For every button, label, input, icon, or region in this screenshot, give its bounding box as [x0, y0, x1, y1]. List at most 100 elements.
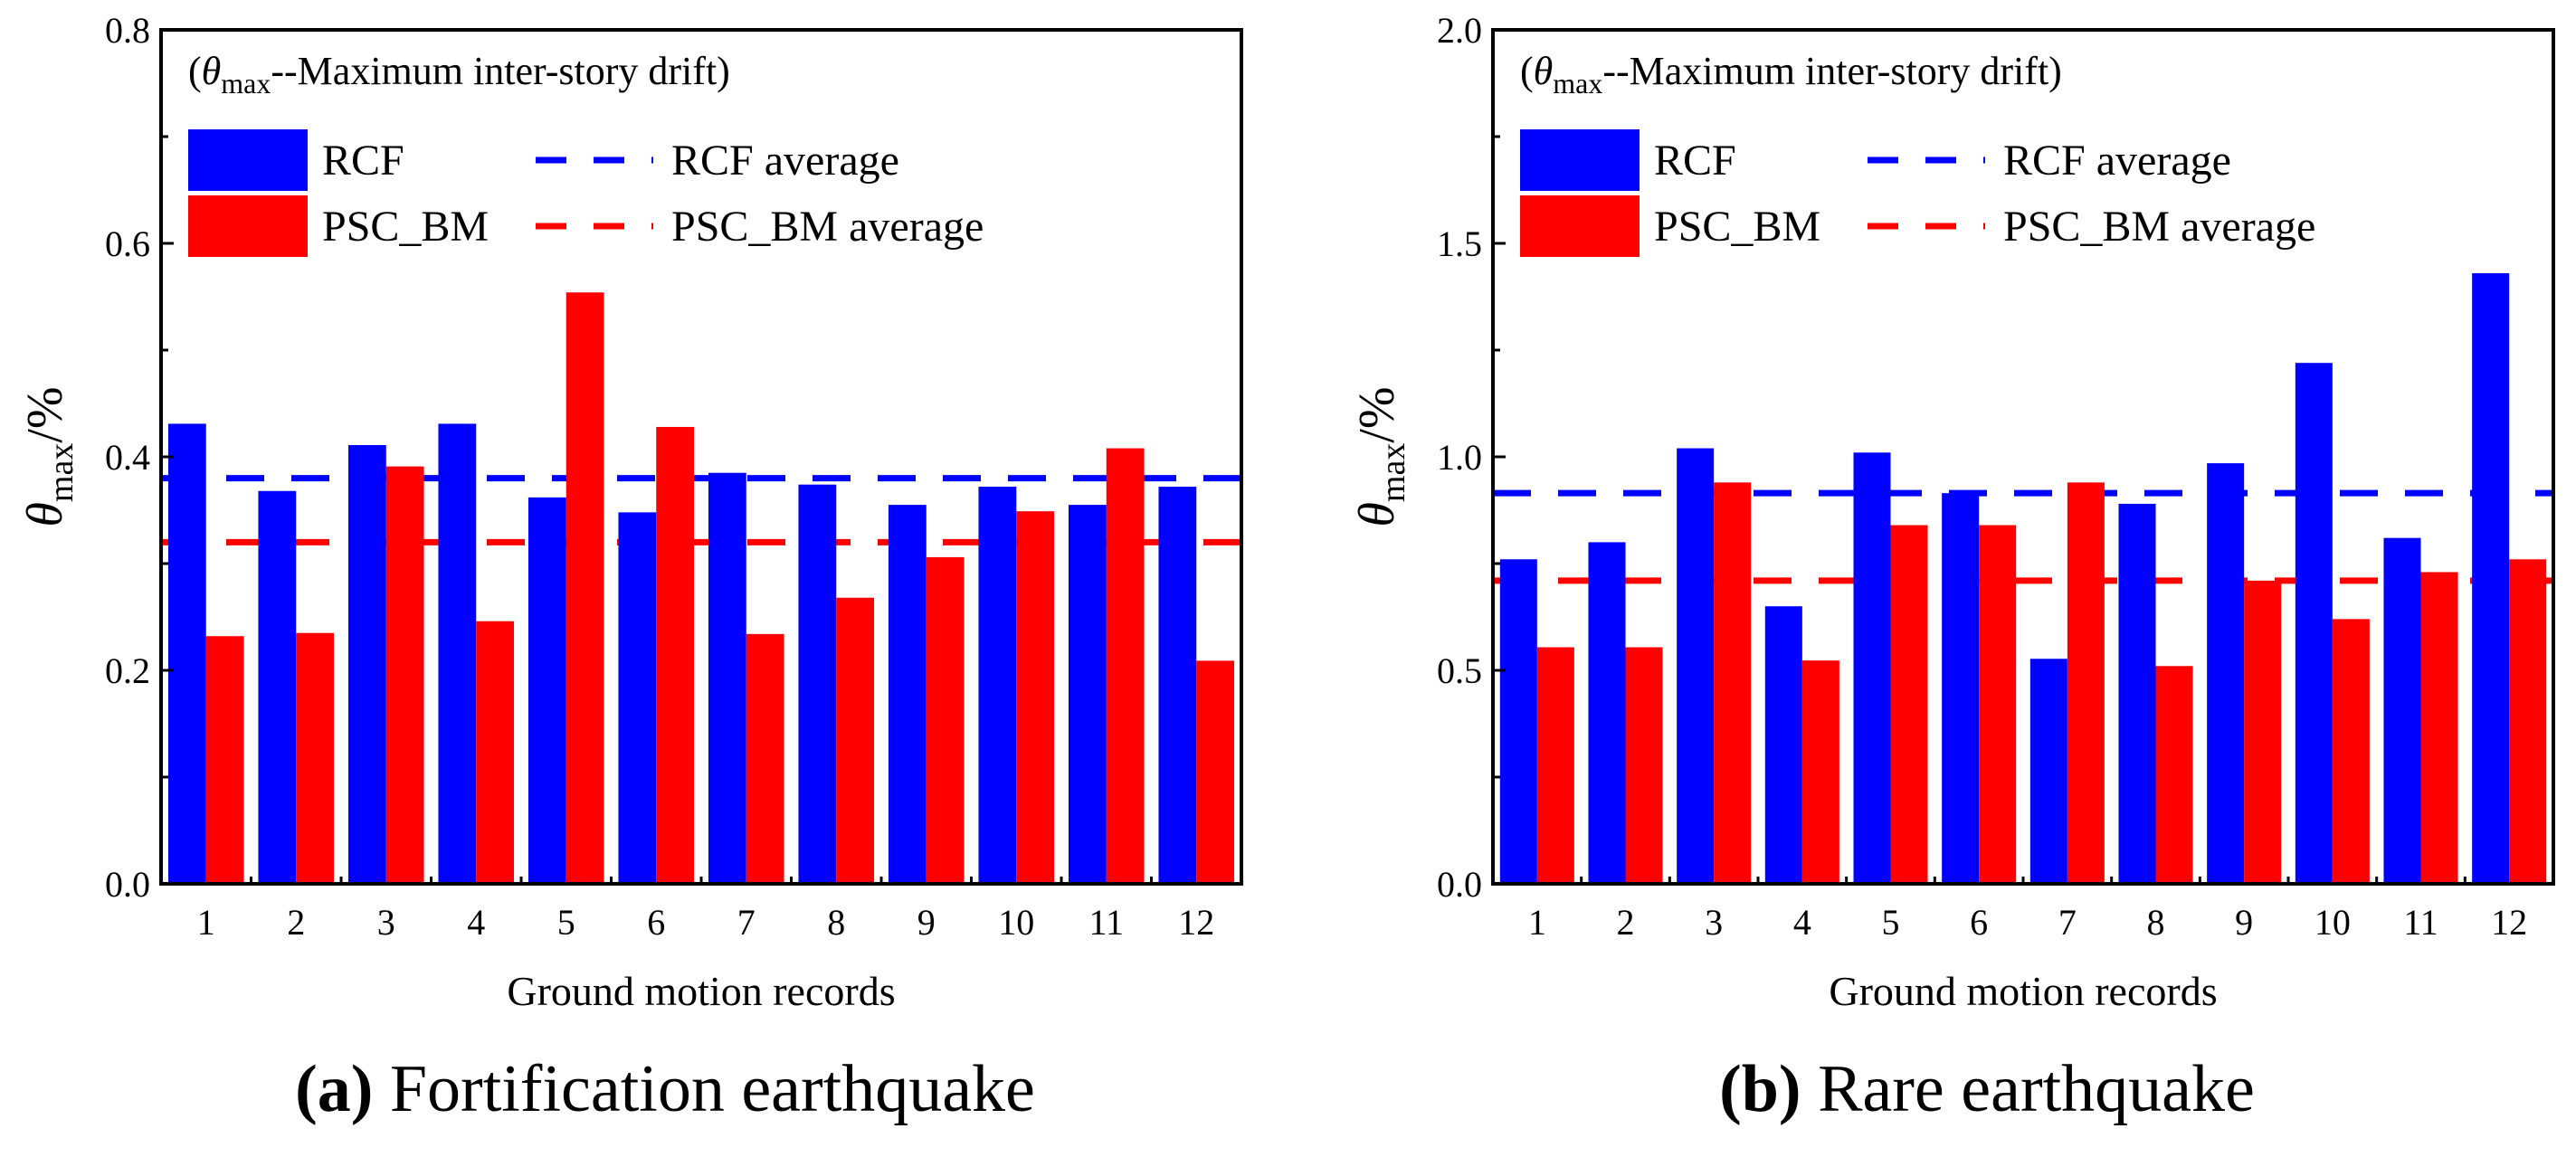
note-symbol: θ: [1534, 49, 1554, 93]
bar-psc-1: [205, 636, 244, 884]
legend-label-rcf: RCF: [322, 137, 404, 185]
bar-psc-3: [385, 466, 424, 884]
y-tick-label: 1.5: [1437, 223, 1482, 264]
bar-rcf-10: [978, 487, 1017, 884]
y-label-subscript: max: [43, 443, 81, 502]
x-tick-label: 3: [1705, 902, 1723, 943]
x-tick-label: 2: [1617, 902, 1635, 943]
bar-rcf-1: [1499, 559, 1537, 884]
bar-rcf-5: [1853, 452, 1891, 884]
bar-psc-5: [566, 292, 604, 884]
note-prefix: (: [188, 49, 202, 93]
x-tick-label: 11: [1088, 902, 1124, 943]
x-tick-label: 10: [998, 902, 1034, 943]
bar-psc-2: [296, 632, 335, 884]
bar-rcf-8: [798, 484, 837, 884]
y-tick-label: 0.6: [105, 223, 150, 264]
legend-label-rcf: RCF: [1654, 137, 1736, 185]
x-tick-label: 6: [647, 902, 665, 943]
caption-letter: (a): [295, 1052, 373, 1126]
bar-rcf-11: [2383, 537, 2421, 884]
y-tick-label: 0.0: [1437, 864, 1482, 905]
note-subscript: max: [1553, 67, 1602, 100]
bar-psc-5: [1890, 525, 1928, 884]
x-tick-label: 5: [1882, 902, 1900, 943]
bar-psc-7: [746, 633, 784, 884]
x-tick-label: 10: [2315, 902, 2351, 943]
x-tick-label: 9: [2235, 902, 2253, 943]
y-tick-label: 0.2: [105, 650, 150, 691]
y-axis-label: θmax/%: [1349, 386, 1412, 526]
x-tick-label: 1: [197, 902, 215, 943]
bar-rcf-6: [1942, 493, 1980, 884]
legend-note: (θmax--Maximum inter-story drift): [1520, 49, 2062, 100]
bar-psc-9: [2244, 580, 2282, 884]
x-axis-label: Ground motion records: [1829, 968, 2217, 1014]
bar-rcf-2: [1588, 542, 1626, 884]
bar-psc-11: [1106, 448, 1145, 884]
x-tick-label: 9: [917, 902, 936, 943]
y-tick-label: 0.0: [105, 864, 150, 905]
legend-note: (θmax--Maximum inter-story drift): [188, 49, 730, 100]
legend-swatch-psc: [1520, 195, 1640, 257]
legend-label-psc: PSC_BM: [322, 203, 489, 251]
y-label-symbol: θ: [1349, 502, 1405, 527]
bar-rcf-7: [708, 472, 746, 884]
note-symbol: θ: [202, 49, 222, 93]
caption-letter: (b): [1719, 1052, 1801, 1126]
legend-label-psc: PSC_BM: [1654, 203, 1820, 251]
bar-rcf-3: [347, 445, 386, 884]
bar-rcf-9: [2207, 463, 2245, 884]
note-suffix: --Maximum inter-story drift): [271, 49, 729, 93]
bar-psc-4: [476, 621, 515, 884]
x-tick-label: 3: [377, 902, 395, 943]
bar-rcf-7: [2029, 659, 2067, 884]
x-tick-label: 8: [2147, 902, 2165, 943]
bar-rcf-9: [888, 505, 927, 884]
x-tick-label: 7: [737, 902, 756, 943]
bar-rcf-12: [2472, 273, 2510, 884]
note-prefix: (: [1520, 49, 1534, 93]
bar-rcf-10: [2295, 363, 2333, 884]
legend-label-psc-average: PSC_BM average: [2003, 203, 2315, 251]
y-tick-label: 2.0: [1437, 10, 1482, 51]
bar-psc-10: [2332, 619, 2370, 884]
bar-rcf-11: [1068, 505, 1107, 884]
legend-swatch-rcf: [1520, 129, 1640, 191]
chart-panel-b: 1 2 3 4 5 6 7 8 9 10 11 120.00.51.01.52.0θmax/%Grou…: [1349, 10, 2555, 1126]
bar-psc-7: [2067, 482, 2105, 884]
x-tick-label: 11: [2403, 902, 2438, 943]
y-label-unit: /%: [1349, 386, 1405, 442]
bar-rcf-8: [2118, 503, 2156, 884]
bar-rcf-12: [1158, 487, 1197, 884]
y-label-symbol: θ: [17, 502, 73, 527]
x-tick-label: 2: [287, 902, 305, 943]
legend-label-psc-average: PSC_BM average: [671, 203, 984, 251]
y-label-subscript: max: [1374, 443, 1412, 502]
bar-psc-12: [1196, 660, 1235, 884]
bar-rcf-4: [438, 423, 477, 884]
bar-rcf-5: [528, 497, 566, 884]
x-tick-label: 6: [1970, 902, 1988, 943]
bar-psc-10: [1016, 511, 1055, 884]
y-tick-label: 0.8: [105, 10, 150, 51]
x-tick-label: 4: [1793, 902, 1811, 943]
legend-swatch-rcf: [188, 129, 308, 191]
chart-panel-a: 1 2 3 4 5 6 7 8 9 10 11 120.00.20.40.60.8θmax/%Grou…: [17, 10, 1243, 1126]
panel-caption: (b) Rare earthquake: [1719, 1052, 2255, 1126]
caption-text: Rare earthquake: [1801, 1052, 2255, 1126]
bar-rcf-2: [258, 490, 297, 884]
x-tick-label: 8: [827, 902, 845, 943]
y-tick-label: 1.0: [1437, 437, 1482, 478]
bar-psc-2: [1625, 647, 1663, 884]
x-tick-label: 12: [2491, 902, 2527, 943]
bar-rcf-1: [167, 423, 206, 884]
bar-psc-8: [836, 597, 875, 884]
bar-rcf-3: [1677, 448, 1715, 884]
bar-psc-6: [656, 426, 695, 884]
legend-label-rcf-average: RCF average: [2003, 137, 2231, 185]
x-tick-label: 1: [1528, 902, 1546, 943]
bar-psc-8: [2155, 666, 2193, 884]
bar-psc-12: [2509, 559, 2547, 884]
